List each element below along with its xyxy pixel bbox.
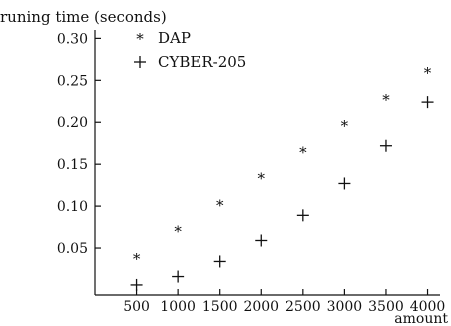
x-tick-label: 4000 xyxy=(410,299,446,315)
y-tick-label: 0.05 xyxy=(57,241,88,257)
cyber-205-point xyxy=(379,139,392,152)
legend: * DAP CYBER-205 xyxy=(134,29,246,71)
cyber-205-point xyxy=(421,96,434,109)
y-tick-label: 0.25 xyxy=(57,73,88,89)
y-tick-label: 0.20 xyxy=(57,115,88,131)
cyber-205-point xyxy=(296,209,309,222)
dap-point: * xyxy=(133,250,141,268)
dap-point: * xyxy=(424,64,432,82)
y-tick-label: 0.15 xyxy=(57,157,88,173)
x-tick-label: 2000 xyxy=(243,299,279,315)
legend-label: CYBER-205 xyxy=(158,53,246,71)
dap-point: * xyxy=(258,170,266,188)
dap-point: * xyxy=(299,144,307,162)
dap-point: * xyxy=(174,222,182,240)
x-tick-label: 3500 xyxy=(368,299,404,315)
cyber-205-point xyxy=(172,270,185,283)
legend-star-marker: * xyxy=(136,30,144,48)
dap-point: * xyxy=(341,117,349,135)
legend-label: DAP xyxy=(158,29,191,47)
y-tick-label: 0.30 xyxy=(57,31,88,47)
x-tick-label: 1500 xyxy=(202,299,238,315)
data-marks: * * * * * * * * xyxy=(130,64,434,291)
x-tick-label: 500 xyxy=(123,299,150,315)
y-tick-label: 0.10 xyxy=(57,199,88,215)
dap-point: * xyxy=(216,196,224,214)
cyber-205-point xyxy=(130,278,143,291)
x-tick-label: 1000 xyxy=(160,299,196,315)
x-tick-label: 2500 xyxy=(285,299,321,315)
cyber-205-point xyxy=(255,234,268,247)
y-axis-label: runing time (seconds) xyxy=(0,8,167,26)
axis-ticks: 0.30 0.25 0.20 0.15 0.10 0.05 500 1000 1500 2000 2… xyxy=(57,31,446,315)
cyber-205-point xyxy=(213,255,226,268)
x-tick-label: 3000 xyxy=(327,299,363,315)
cyber-205-point xyxy=(338,177,351,190)
legend-plus-marker xyxy=(134,56,146,68)
x-axis-label: amount xyxy=(394,311,448,326)
dap-point: * xyxy=(382,91,390,109)
